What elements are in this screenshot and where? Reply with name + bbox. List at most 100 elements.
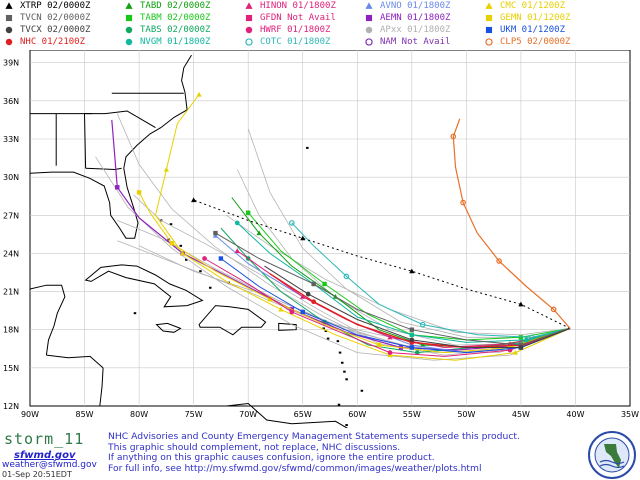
track-point [409, 337, 415, 343]
disclaimer: NHC Advisories and County Emergency Mana… [108, 431, 578, 474]
island [345, 378, 348, 381]
footer: storm_11 sfwmd.gov weather@sfwmd.gov 01-… [0, 428, 640, 480]
island [326, 337, 330, 340]
lon-label: 55W [403, 410, 421, 419]
island [199, 270, 202, 273]
triangle-marker-icon [122, 0, 136, 12]
legend-entry: AVNO 01/1800Z [362, 0, 450, 12]
legend-label: NVGM 01/1800Z [140, 37, 211, 47]
legend-label: AVNO 01/1800Z [380, 1, 451, 11]
legend-entry: NAM Not Avail [362, 36, 450, 48]
contact-email[interactable]: weather@sfwmd.gov [2, 460, 97, 470]
island [133, 312, 137, 315]
track-point [212, 233, 219, 238]
island [336, 340, 340, 343]
circle-marker-icon [2, 36, 16, 48]
square-marker-icon [482, 12, 496, 24]
island [169, 223, 173, 226]
island [179, 244, 183, 247]
lon-label: 35W [621, 410, 639, 419]
track-point [311, 281, 316, 287]
lat-label: 24N [3, 249, 19, 258]
triangle-marker-icon [2, 0, 16, 12]
legend-label: XTRP 02/0000Z [20, 1, 91, 11]
track-point [245, 210, 251, 215]
lat-label: 18N [3, 326, 19, 335]
track-point [512, 350, 519, 355]
triangle-marker-icon [242, 0, 256, 12]
circle-marker-icon [122, 24, 136, 36]
triangle-marker-icon [482, 0, 496, 12]
south-america-coast [226, 402, 348, 428]
legend-entry: GFDN Not Avail [242, 12, 336, 24]
nicaragua-coast [99, 367, 104, 407]
legend-label: GFDN Not Avail [260, 13, 336, 23]
legend-label: CMC 01/1200Z [500, 1, 566, 11]
square-marker-icon [362, 12, 376, 24]
disclaimer-line: This graphic should complement, not repl… [108, 441, 401, 453]
legend-label: TABM 02/0000Z [140, 13, 211, 23]
island [209, 286, 212, 289]
coastlines [29, 54, 364, 428]
track-line [215, 232, 571, 346]
state-border [83, 110, 156, 169]
cuba [84, 264, 204, 308]
track-point [196, 91, 202, 97]
track-line [247, 212, 571, 341]
track-point [518, 342, 524, 348]
track-point [409, 332, 415, 338]
lon-label: 85W [75, 410, 93, 419]
legend-entry: CMC 01/1200Z [482, 0, 565, 12]
lat-label: 15N [3, 364, 19, 373]
track-point [191, 197, 197, 203]
lon-label: 65W [294, 410, 312, 419]
track-line [291, 222, 571, 338]
track-point [529, 334, 535, 341]
track-point [343, 273, 350, 280]
circle-marker-icon [362, 24, 376, 36]
jamaica [155, 322, 182, 333]
lon-label: 60W [348, 410, 366, 419]
track-point [115, 185, 120, 190]
circle-marker-icon [2, 24, 16, 36]
island [185, 258, 188, 261]
island [337, 403, 341, 406]
legend-label: UKM 01/1200Z [500, 25, 566, 35]
model-tracks [95, 91, 571, 361]
yucatan-coast [29, 284, 66, 356]
circle-open-marker-icon [482, 36, 496, 48]
site-link[interactable]: sfwmd.gov [14, 450, 76, 461]
disclaimer-line: If anything on this graphic causes confu… [108, 452, 435, 464]
lon-label: 70W [239, 410, 257, 419]
disclaimer-line[interactable]: For full info, see http://my.sfwmd.gov/s… [108, 462, 482, 474]
track-point [300, 294, 306, 299]
track-point [419, 321, 426, 328]
track-point [267, 296, 273, 302]
track-point [289, 309, 295, 315]
legend-label: APxx 01/1800Z [380, 25, 451, 35]
legend-label: NHC 01/2100Z [20, 37, 86, 47]
lat-label: 30N [3, 173, 19, 182]
track-point [409, 345, 415, 350]
island [324, 329, 328, 332]
lat-label: 39N [3, 59, 19, 68]
track-point [409, 268, 415, 274]
legend-entry: UKM 01/1200Z [482, 24, 565, 36]
us-coastline [29, 54, 192, 239]
legend-label: HINON 01/1800Z [260, 1, 336, 11]
track-point [450, 133, 457, 140]
lat-label: 12N [3, 402, 19, 411]
legend-entry: CLP5 02/0000Z [482, 36, 570, 48]
track-point [213, 230, 218, 236]
legend-label: TVCX 02/0000Z [20, 25, 91, 35]
track-line [193, 199, 571, 329]
legend-entry: XTRP 02/0000Z [2, 0, 90, 12]
track-point [496, 258, 502, 264]
disclaimer-line: NHC Advisories and County Emergency Mana… [108, 431, 520, 442]
model-legend: XTRP 02/0000Z TABD 02/0000Z HINON 01/1800Z… [0, 0, 640, 48]
state-border [85, 167, 122, 171]
track-point [202, 256, 207, 261]
track-point [289, 220, 295, 226]
track-point [234, 220, 240, 226]
